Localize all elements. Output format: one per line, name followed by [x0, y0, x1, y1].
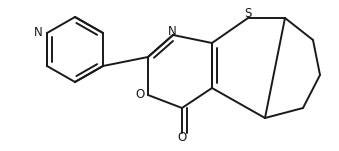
Text: N: N [167, 25, 176, 38]
Text: N: N [34, 26, 43, 39]
Text: O: O [177, 131, 187, 144]
Text: S: S [244, 7, 252, 20]
Text: O: O [135, 88, 144, 101]
